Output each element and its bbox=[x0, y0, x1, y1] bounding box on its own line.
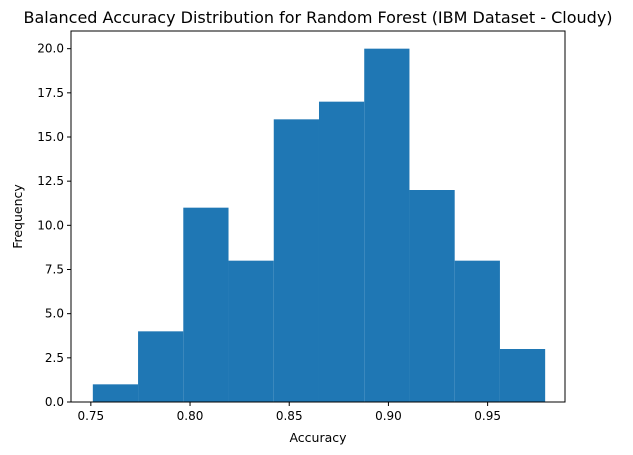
y-tick-label: 17.5 bbox=[37, 86, 64, 100]
x-tick-label: 0.90 bbox=[375, 409, 402, 423]
histogram-bar bbox=[364, 48, 410, 403]
histogram-bar bbox=[228, 260, 274, 402]
histogram-bar bbox=[273, 119, 319, 402]
histogram-bar bbox=[92, 384, 139, 402]
y-tick-label: 20.0 bbox=[37, 42, 64, 56]
histogram-bar bbox=[318, 101, 365, 403]
chart-title: Balanced Accuracy Distribution for Rando… bbox=[23, 8, 612, 27]
histogram-bar bbox=[183, 207, 229, 402]
histogram-bar bbox=[454, 260, 500, 402]
y-axis-label: Frequency bbox=[10, 184, 25, 249]
y-axis-ticks: 0.0 2.5 5.0 7.5 10.0 12.5 15.0 17.5 20.0 bbox=[37, 42, 71, 409]
x-tick-label: 0.75 bbox=[77, 409, 104, 423]
y-tick-label: 10.0 bbox=[37, 218, 64, 232]
y-tick-label: 12.5 bbox=[37, 174, 64, 188]
x-axis-ticks: 0.75 0.80 0.85 0.90 0.95 bbox=[77, 402, 501, 423]
y-tick-label: 15.0 bbox=[37, 130, 64, 144]
plot-frame bbox=[70, 30, 566, 403]
y-tick-label: 7.5 bbox=[45, 263, 64, 277]
y-tick-label: 5.0 bbox=[45, 307, 64, 321]
x-tick-label: 0.80 bbox=[177, 409, 204, 423]
histogram-bar bbox=[499, 349, 546, 402]
x-tick-label: 0.85 bbox=[276, 409, 303, 423]
y-tick-label: 0.0 bbox=[45, 395, 64, 409]
y-tick-label: 2.5 bbox=[45, 351, 64, 365]
x-tick-label: 0.95 bbox=[474, 409, 501, 423]
histogram-bar bbox=[138, 331, 184, 402]
histogram-bar bbox=[409, 190, 455, 402]
bars-group bbox=[92, 48, 546, 403]
x-axis-label: Accuracy bbox=[289, 430, 347, 445]
